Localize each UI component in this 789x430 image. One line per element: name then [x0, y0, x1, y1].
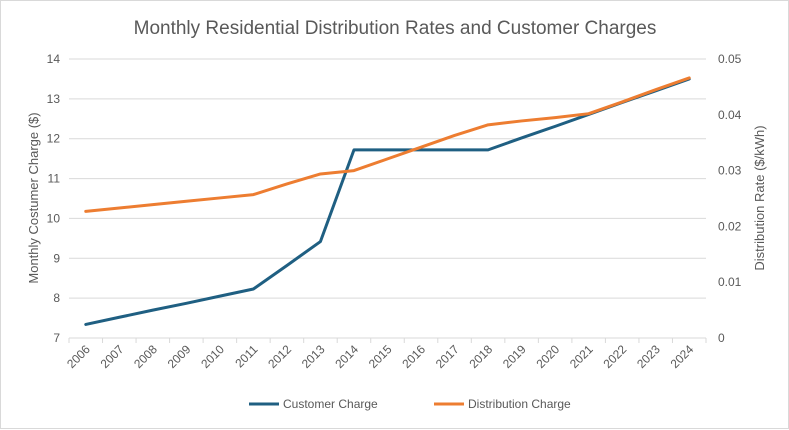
x-tick-label: 2019 — [500, 342, 529, 371]
y-right-tick-label: 0.03 — [718, 164, 742, 178]
y-left-tick-label: 14 — [47, 52, 61, 66]
series-line-distribution-charge — [86, 78, 689, 211]
x-tick-label: 2018 — [466, 342, 495, 371]
y-right-tick-label: 0.04 — [718, 108, 742, 122]
x-tick-label: 2022 — [601, 342, 630, 371]
y-left-tick-label: 8 — [53, 291, 60, 305]
y-right-tick-label: 0 — [718, 331, 725, 345]
x-tick-label: 2017 — [433, 342, 462, 371]
legend-label: Distribution Charge — [468, 397, 571, 411]
x-tick-label: 2006 — [64, 342, 93, 371]
y-right-tick-label: 0.05 — [718, 52, 742, 66]
x-tick-label: 2009 — [165, 342, 194, 371]
x-tick-label: 2011 — [232, 342, 260, 370]
legend-label: Customer Charge — [283, 397, 378, 411]
y-axis-right-label: Distribution Rate ($/kWh) — [752, 125, 767, 270]
x-tick-label: 2014 — [332, 342, 361, 371]
x-tick-label: 2013 — [299, 342, 328, 371]
x-tick-label: 2012 — [265, 342, 294, 371]
y-left-tick-label: 13 — [47, 92, 61, 106]
y-axis-left-label: Monthly Costumer Charge ($) — [26, 112, 41, 283]
x-tick-label: 2008 — [131, 342, 160, 371]
x-tick-label: 2010 — [198, 342, 227, 371]
y-left-tick-label: 11 — [48, 172, 61, 186]
y-right-tick-label: 0.01 — [718, 275, 742, 289]
x-tick-label: 2007 — [98, 342, 127, 371]
x-tick-label: 2016 — [399, 342, 428, 371]
y-left-tick-label: 10 — [47, 211, 61, 225]
x-tick-label: 2023 — [634, 342, 663, 371]
x-tick-label: 2015 — [366, 342, 395, 371]
x-tick-label: 2021 — [567, 342, 596, 371]
y-right-tick-label: 0.02 — [718, 219, 742, 233]
x-tick-label: 2024 — [668, 342, 697, 371]
y-left-tick-label: 9 — [53, 251, 60, 265]
y-left-tick-label: 7 — [53, 331, 60, 345]
y-left-tick-label: 12 — [47, 132, 61, 146]
chart-title: Monthly Residential Distribution Rates a… — [134, 18, 657, 39]
x-tick-label: 2020 — [533, 342, 562, 371]
